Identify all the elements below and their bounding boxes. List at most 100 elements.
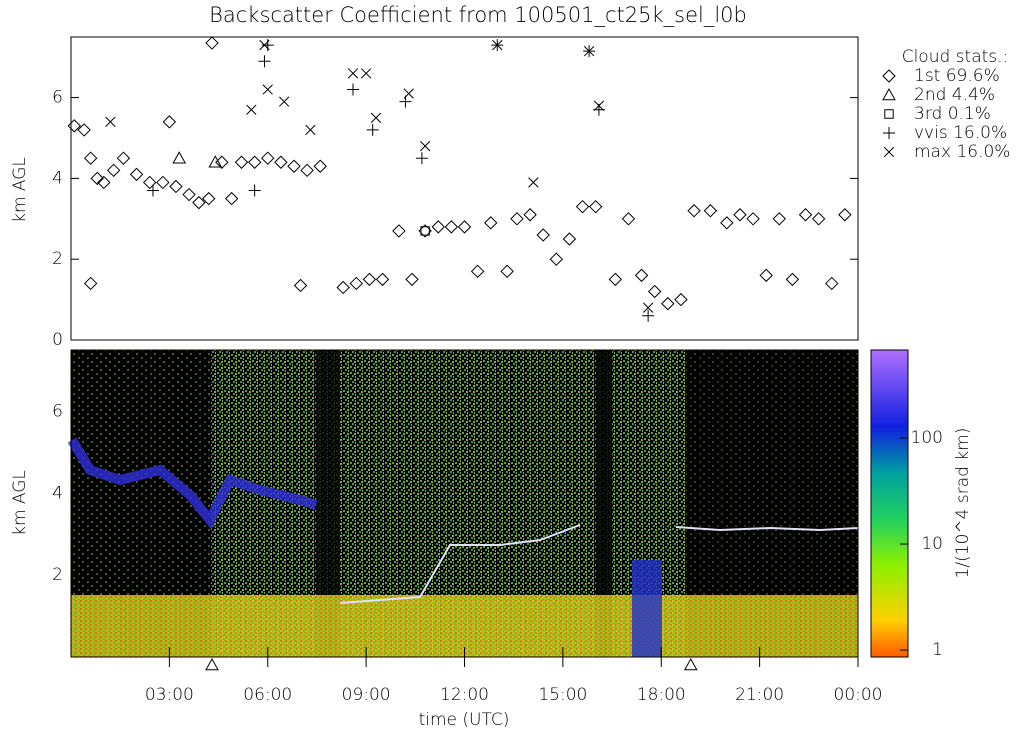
point bbox=[234, 155, 249, 169]
point bbox=[208, 155, 223, 168]
point bbox=[733, 208, 747, 222]
point bbox=[360, 68, 372, 79]
point bbox=[370, 112, 382, 123]
point bbox=[336, 280, 350, 295]
top-frame bbox=[70, 36, 859, 341]
legend-symbol bbox=[882, 69, 896, 83]
point bbox=[399, 95, 412, 108]
point bbox=[420, 226, 430, 236]
x-tick-label: 09:00 bbox=[342, 685, 391, 705]
point bbox=[105, 116, 116, 127]
point bbox=[647, 284, 662, 299]
point bbox=[492, 39, 503, 51]
point bbox=[621, 212, 636, 226]
x-tick-label: 00:00 bbox=[834, 685, 883, 705]
point bbox=[375, 272, 390, 287]
point bbox=[142, 175, 157, 190]
point bbox=[811, 212, 826, 226]
point bbox=[97, 175, 111, 190]
point bbox=[746, 212, 760, 226]
y-tick-label: 6 bbox=[52, 88, 63, 108]
y-tick-label: 0 bbox=[52, 330, 63, 350]
point bbox=[457, 220, 472, 234]
legend-title: Cloud stats.: bbox=[902, 47, 1009, 67]
point bbox=[661, 296, 675, 311]
y-axis-label: km AGL bbox=[10, 470, 30, 536]
point bbox=[261, 39, 274, 52]
point bbox=[146, 184, 159, 197]
point bbox=[293, 278, 308, 293]
point bbox=[261, 151, 275, 165]
point bbox=[825, 276, 839, 291]
x-tick-label: 18:00 bbox=[637, 685, 686, 705]
y-tick-label: 4 bbox=[52, 483, 63, 503]
point bbox=[116, 151, 131, 165]
point bbox=[83, 151, 98, 165]
point bbox=[362, 272, 377, 287]
point bbox=[642, 309, 655, 322]
point bbox=[608, 272, 623, 287]
backscatter-image bbox=[67, 350, 859, 657]
point bbox=[259, 39, 270, 51]
legend-label: 2nd 4.4% bbox=[914, 85, 995, 105]
point bbox=[215, 155, 229, 169]
legend-label: 1st 69.6% bbox=[914, 66, 1000, 86]
x-axis-label: time (UTC) bbox=[419, 710, 510, 730]
legend-label: 3rd 0.1% bbox=[914, 104, 991, 124]
point bbox=[106, 163, 121, 178]
point bbox=[634, 268, 649, 283]
point bbox=[536, 228, 550, 242]
point bbox=[192, 195, 206, 210]
legend-symbol bbox=[883, 127, 895, 139]
point bbox=[172, 151, 187, 164]
point bbox=[523, 208, 537, 222]
y-tick-label: 2 bbox=[52, 565, 63, 585]
point bbox=[642, 302, 654, 313]
point bbox=[403, 88, 414, 99]
point bbox=[182, 187, 196, 202]
point bbox=[415, 152, 428, 165]
point bbox=[83, 276, 98, 291]
point bbox=[444, 220, 459, 234]
point bbox=[470, 264, 485, 279]
point bbox=[278, 96, 290, 107]
x-tick-label: 15:00 bbox=[538, 685, 587, 705]
point bbox=[583, 45, 595, 57]
point bbox=[274, 155, 288, 169]
point bbox=[156, 175, 170, 190]
point bbox=[593, 100, 605, 111]
legend-label: max 16.0% bbox=[914, 142, 1010, 162]
chart-title: Backscatter Coefficient from 100501_ct25… bbox=[209, 3, 747, 27]
point bbox=[248, 184, 261, 197]
point bbox=[588, 199, 603, 214]
colorbar-tick-label: 10 bbox=[921, 534, 943, 554]
y-tick-label: 6 bbox=[52, 401, 63, 421]
point bbox=[366, 123, 379, 136]
point bbox=[262, 84, 273, 95]
point bbox=[77, 123, 91, 137]
point bbox=[247, 155, 262, 169]
point bbox=[169, 179, 183, 194]
x-tick-label: 21:00 bbox=[735, 685, 784, 705]
point bbox=[287, 159, 301, 173]
point bbox=[205, 36, 219, 50]
point bbox=[300, 163, 314, 178]
point bbox=[484, 216, 498, 230]
point bbox=[313, 159, 327, 173]
point bbox=[202, 191, 216, 206]
point bbox=[772, 212, 787, 226]
point bbox=[90, 171, 104, 186]
legend-symbol bbox=[882, 87, 896, 101]
point bbox=[224, 191, 239, 206]
point bbox=[258, 55, 271, 68]
point bbox=[162, 115, 177, 129]
point bbox=[838, 208, 852, 222]
point bbox=[562, 232, 577, 246]
x-tick-label: 12:00 bbox=[440, 685, 489, 705]
y-axis-label: km AGL bbox=[10, 157, 30, 223]
y-tick-label: 2 bbox=[52, 249, 63, 269]
point bbox=[575, 199, 590, 214]
point bbox=[431, 220, 445, 234]
marker-triangle bbox=[683, 657, 698, 671]
